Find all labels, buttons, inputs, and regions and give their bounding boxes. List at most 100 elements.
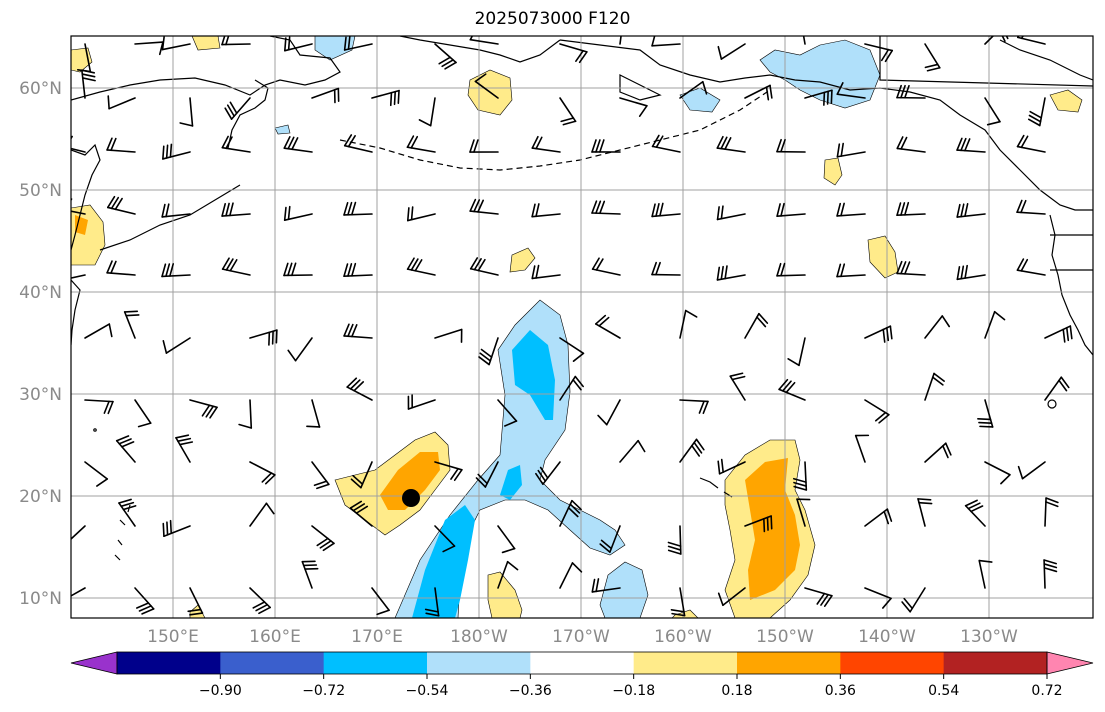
wind-barb [371,587,390,616]
wind-barb [729,372,746,401]
wind-barb [559,375,584,401]
wind-barb [106,137,136,153]
wind-barb [221,135,251,153]
wind-barb [559,499,582,527]
wind-barb [679,80,708,99]
wind-barb [1044,325,1073,343]
wind-barb [406,135,436,153]
wind-barb [162,337,191,354]
lon-label: 170°W [552,627,610,647]
wind-barb [306,399,321,428]
wind-barb [924,442,952,463]
wind-barb [221,202,251,217]
negative-anomaly-core-mid [500,465,522,500]
wind-barb [984,461,1011,485]
wind-barb [1016,199,1046,215]
wind-barb [864,43,894,63]
wind-barb [161,36,191,51]
wind-barb [978,559,993,589]
plot-border [70,35,1094,619]
wind-barb [249,587,271,615]
wind-barb [836,263,866,278]
wind-barb [776,202,806,218]
wind-barb [651,202,681,218]
wind-barb [424,587,440,617]
wind-barb [864,587,892,609]
wind-barb [864,399,890,424]
wind-barb [836,82,866,99]
wind-barb [977,399,994,428]
wind-barb [619,36,622,45]
wind-barb [679,399,709,415]
wind-barb [283,205,313,221]
wind-barb [836,202,866,217]
colorbar-segment [530,652,635,674]
wind-barb [956,137,986,153]
wind-barb [864,325,893,343]
wind-barb [717,587,746,607]
wind-barb [1044,376,1070,401]
wind-barb [497,560,519,589]
wind-barb [531,264,561,280]
wind-barb [744,312,769,339]
lon-label: 130°W [960,627,1018,647]
wind-barb [896,201,926,217]
lat-label: 40°N [19,283,62,303]
wind-barb [896,84,926,99]
negative-anomaly-south-patch [599,561,649,618]
wind-barb [670,587,686,617]
wind-barb [804,587,833,607]
wind-barb [84,323,113,339]
wind-barb [716,265,746,281]
negative-anomaly-core-north [512,330,555,420]
wind-barb [497,399,518,427]
wind-barb [716,205,746,221]
wind-barb [478,337,499,366]
wind-barb [1043,559,1058,589]
wind-barb [343,134,373,153]
wind-barb [71,525,86,541]
colorbar-segment [117,652,221,674]
colorbar-segment [633,652,738,674]
lon-label: 160°W [654,627,712,647]
wind-barb [559,97,577,126]
lon-label: 180°W [450,627,508,647]
wind-barb [350,461,373,489]
wind-barb [106,195,136,215]
wind-barb [434,525,456,553]
wind-barb [371,89,400,107]
wind-barb [984,97,1001,126]
coastline-layer [71,36,1093,561]
wind-barb [84,399,114,415]
wind-barb [1027,97,1046,127]
wind-barb [249,329,278,346]
lon-label: 170°E [351,627,403,647]
wind-barb [1016,134,1046,153]
wind-barb [619,439,646,463]
wind-barb [418,97,436,127]
wind-barb [651,36,681,47]
wind-barb [535,461,561,485]
wind-barb [221,257,251,276]
lon-label: 150°E [147,627,199,647]
wind-barb [778,378,806,401]
aleutian-islands [339,89,771,171]
colorbar-tick-label: −0.18 [612,683,655,699]
wind-barb [717,458,746,475]
island-circle [1047,399,1057,409]
wind-barb [123,310,140,339]
wind-barb [776,138,806,153]
north-america-coastline [1049,214,1093,356]
lat-label: 10°N [19,589,62,609]
wind-barb [249,502,275,527]
wind-barb [161,263,191,278]
colorbar-tick-label: −0.72 [302,683,345,699]
colorbar-segment [220,652,325,674]
wind-barb [667,525,682,555]
lon-label: 140°W [858,627,916,647]
wind-barb [716,135,746,153]
positive-anomaly-east-core [745,458,800,600]
wind-barb [917,498,933,527]
wind-barb [651,261,681,276]
wind-barb [283,262,313,277]
